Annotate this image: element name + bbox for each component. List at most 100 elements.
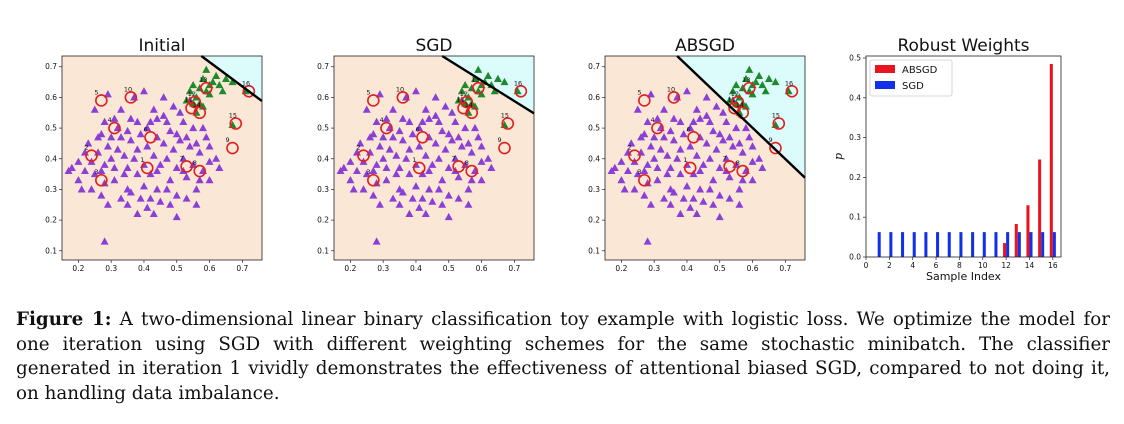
majority-point-99: [205, 157, 214, 165]
majority-point-14: [375, 142, 384, 150]
sample-label-1: 1: [412, 156, 416, 164]
majority-point-99: [748, 157, 757, 165]
x-tick-label: 0.4: [138, 264, 150, 273]
minority-point-9: [755, 71, 764, 79]
majority-point-80: [159, 93, 168, 101]
majority-point-5: [352, 166, 361, 175]
majority-point-68: [735, 200, 744, 208]
majority-point-9: [362, 169, 371, 178]
majority-point-45: [444, 191, 453, 199]
majority-point-83: [637, 133, 646, 141]
majority-point-17: [382, 176, 391, 184]
majority-point-65: [438, 200, 447, 208]
majority-point-32: [146, 117, 155, 125]
majority-point-76: [434, 185, 443, 193]
majority-point-74: [136, 194, 145, 202]
majority-point-64: [699, 197, 708, 205]
majority-point-2: [617, 176, 626, 184]
majority-point-89: [686, 123, 695, 132]
majority-point-84: [633, 105, 642, 113]
x-tick-label: 0.7: [779, 264, 791, 273]
sample-circle-1: [412, 161, 426, 175]
majority-point-4: [346, 157, 355, 165]
majority-point-40: [434, 154, 443, 162]
majority-point-37: [156, 160, 165, 168]
sample-label-6: 6: [687, 125, 691, 133]
bar-sgd-1: [877, 232, 881, 257]
majority-point-107: [176, 108, 185, 116]
bar-x-tick-label: 16: [1048, 261, 1058, 270]
sample-circle-12: [731, 95, 745, 109]
majority-point-37: [699, 160, 708, 168]
majority-point-73: [398, 188, 407, 196]
bar-y-tick-label: 0.3: [849, 133, 861, 142]
majority-point-44: [172, 163, 181, 171]
majority-point-72: [660, 194, 669, 202]
majority-point-92: [444, 130, 453, 138]
sample-label-12: 12: [188, 90, 196, 98]
majority-point-3: [620, 185, 629, 193]
minority-point-13: [761, 87, 770, 95]
majority-point-104: [696, 166, 705, 175]
majority-point-30: [682, 182, 691, 190]
sample-label-10: 10: [396, 85, 404, 93]
majority-point-108: [643, 237, 652, 245]
bar-y-tick-label: 0.0: [849, 253, 861, 262]
majority-point-76: [705, 185, 714, 193]
majority-point-85: [103, 90, 112, 98]
majority-point-92: [172, 130, 181, 138]
sample-circle-13: [742, 81, 756, 95]
decision-boundary: [200, 55, 263, 103]
majority-point-46: [719, 136, 728, 144]
majority-point-104: [425, 166, 434, 175]
majority-point-107: [719, 108, 728, 116]
majority-point-45: [715, 191, 724, 199]
majority-point-1: [67, 163, 76, 171]
majority-point-83: [94, 133, 103, 141]
majority-point-103: [663, 169, 672, 178]
majority-point-33: [689, 169, 698, 178]
bar-chart-robust-weights: 0 2 4 6 8 10 12 14 16 0.0 0.1 0.2 0.3 0.4 0.5 Sample In…: [832, 36, 1062, 283]
majority-point-41: [438, 176, 447, 184]
bar-legend: ABSGD SGD: [869, 59, 953, 97]
majority-point-59: [389, 105, 398, 113]
majority-point-105: [107, 133, 116, 141]
majority-point-95: [741, 123, 750, 132]
minority-point-1: [185, 87, 194, 95]
sample-label-12: 12: [460, 90, 468, 98]
majority-point-54: [467, 148, 476, 156]
majority-point-43: [441, 145, 450, 153]
sample-label-15: 15: [772, 111, 780, 119]
sample-label-5: 5: [94, 88, 98, 96]
bar-sgd-5: [924, 232, 928, 257]
majority-point-58: [110, 114, 119, 122]
minority-point-1: [728, 87, 737, 95]
sample-circle-15: [772, 117, 786, 130]
majority-point-97: [212, 154, 221, 162]
bar-x-tick-label: 2: [887, 261, 892, 270]
minority-point-9: [484, 71, 493, 79]
majority-point-16: [382, 163, 391, 171]
y-tick-label: 0.4: [317, 154, 329, 163]
sample-label-3: 3: [637, 168, 641, 176]
bar-chart-title: Robust Weights: [897, 36, 1029, 56]
sample-circle-4: [108, 121, 121, 135]
majority-point-99: [477, 157, 486, 165]
majority-point-108: [372, 237, 381, 245]
sample-label-13: 13: [471, 76, 479, 84]
majority-point-45: [172, 191, 181, 199]
majority-point-82: [643, 117, 652, 125]
majority-point-79: [692, 105, 701, 113]
bar-x-tick-label: 6: [934, 261, 939, 270]
minority-point-1: [457, 87, 466, 95]
majority-point-57: [748, 176, 757, 184]
majority-point-82: [100, 117, 109, 125]
majority-point-63: [149, 209, 158, 218]
bar-sgd-10: [982, 232, 986, 257]
sample-circle-13: [471, 81, 485, 95]
sample-circle-8: [736, 164, 750, 178]
minority-point-12: [228, 77, 237, 86]
sample-label-9: 9: [225, 136, 229, 144]
majority-point-50: [185, 142, 194, 150]
majority-point-24: [669, 114, 678, 122]
